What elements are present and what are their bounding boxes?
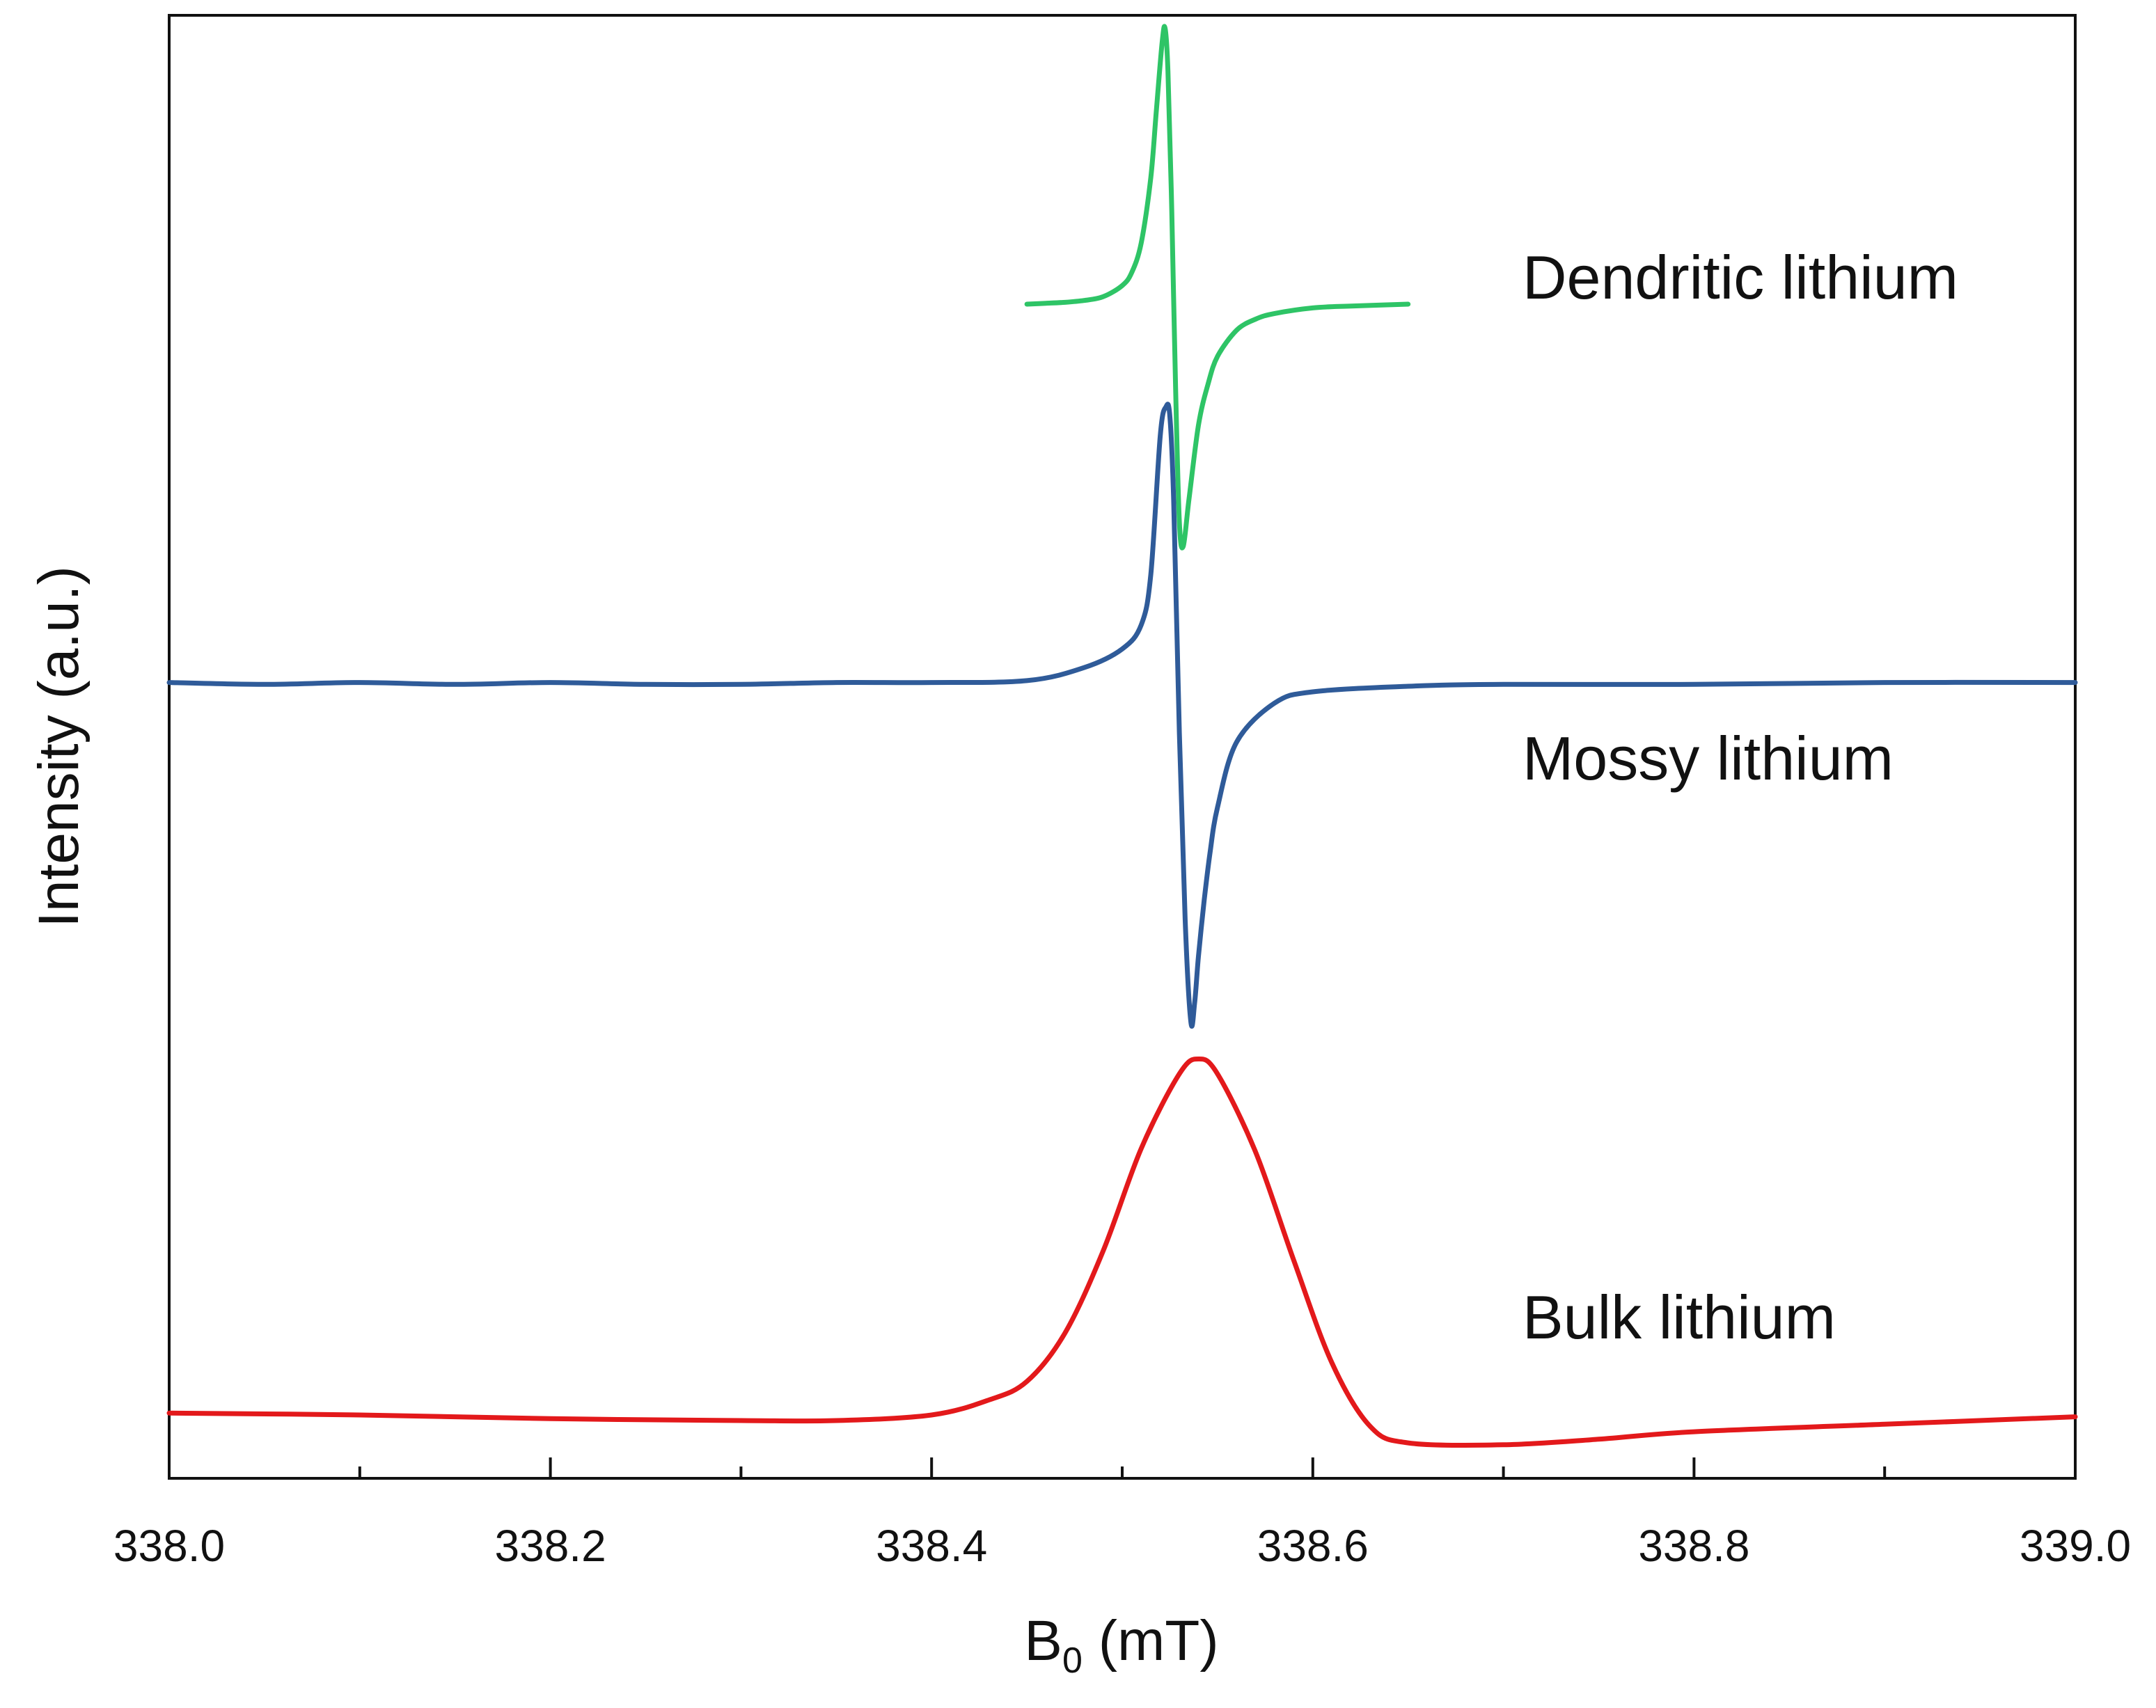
- series-label-bulk-lithium: Bulk lithium: [1522, 1283, 1836, 1352]
- x-axis-title-subscript: 0: [1062, 1640, 1083, 1681]
- x-axis-title: B0 (mT): [1024, 1609, 1218, 1681]
- x-tick-label: 339.0: [2020, 1521, 2131, 1571]
- y-axis-title: Intensity (a.u.): [27, 566, 91, 928]
- series-labels: Dendritic lithium Mossy lithium Bulk lithi…: [1522, 243, 1958, 1352]
- x-tick-label: 338.2: [495, 1521, 606, 1571]
- x-axis-ticks: 338.0 338.2 338.4 338.6 338.8 339.0: [113, 1457, 2131, 1571]
- x-tick-label: 338.8: [1638, 1521, 1749, 1571]
- series-line-bulk-lithium: [166, 1056, 2078, 1448]
- x-tick-label: 338.6: [1257, 1521, 1369, 1571]
- x-axis-title-symbol: B: [1024, 1609, 1062, 1673]
- series-line-mossy-lithium: [166, 402, 2078, 1029]
- series-line-dendritic-lithium: [1024, 24, 1411, 551]
- x-tick-label: 338.4: [876, 1521, 987, 1571]
- series-label-dendritic-lithium: Dendritic lithium: [1522, 243, 1958, 312]
- series-label-mossy-lithium: Mossy lithium: [1522, 724, 1894, 793]
- series-lines: [166, 24, 2078, 1448]
- x-tick-label: 338.0: [113, 1521, 225, 1571]
- x-axis-title-unit: (mT): [1083, 1609, 1219, 1673]
